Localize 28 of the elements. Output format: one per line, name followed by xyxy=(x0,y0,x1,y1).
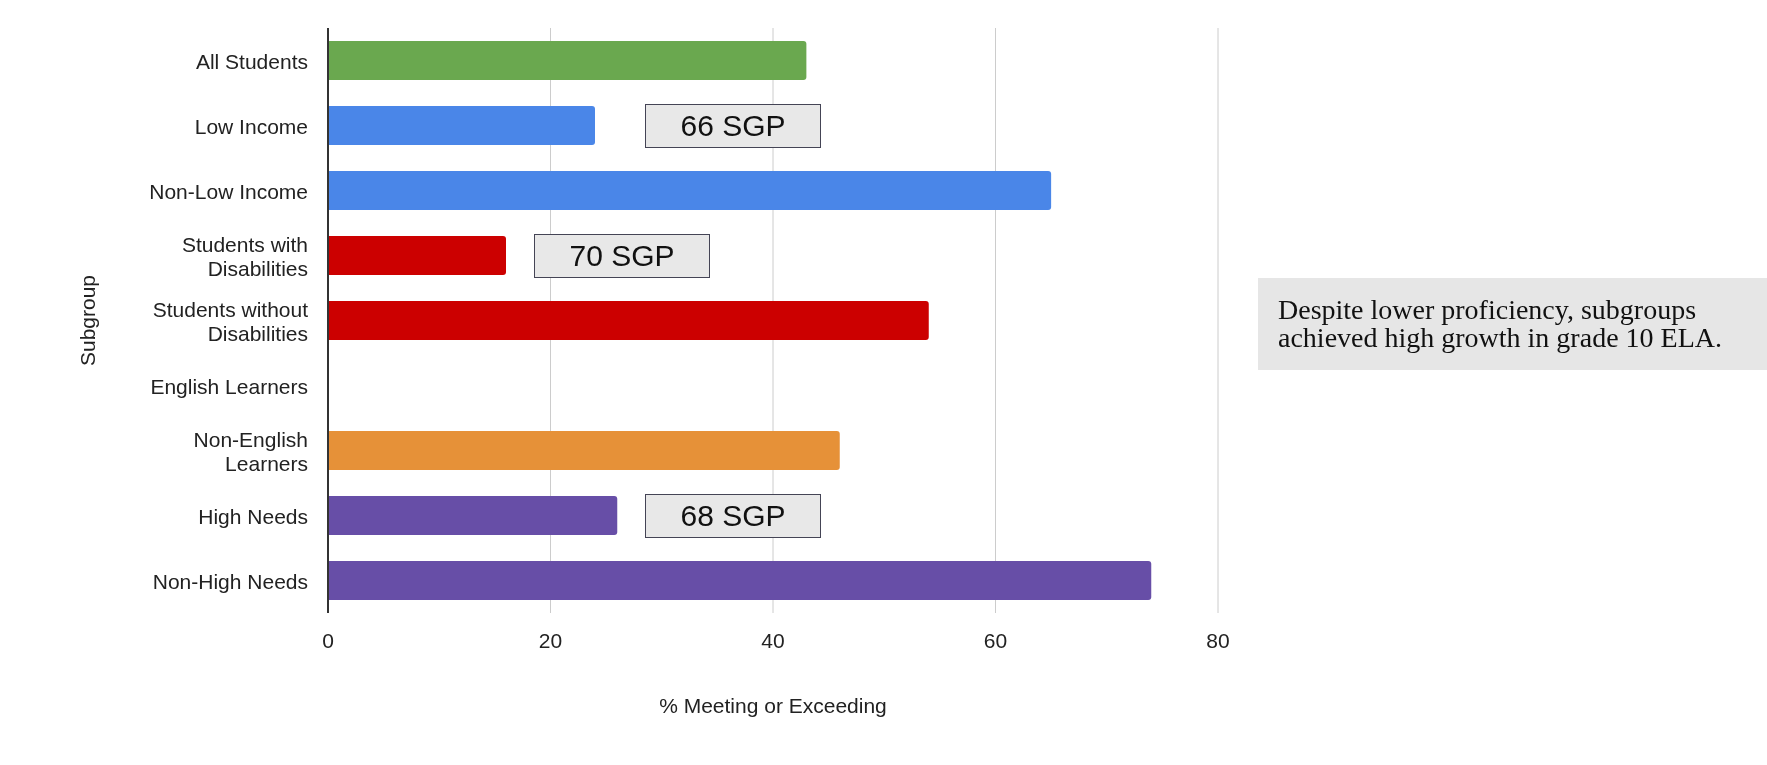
annotation: 66 SGP xyxy=(645,103,821,148)
y-tick-label: All Students xyxy=(195,49,308,72)
y-tick-label: Low Income xyxy=(194,114,308,137)
bar xyxy=(328,41,807,80)
x-tick-label: 80 xyxy=(1206,628,1230,652)
y-tick-label: Non-English Learners xyxy=(193,427,308,474)
y-tick-label: Students without Disabilities xyxy=(152,297,309,344)
bar xyxy=(328,561,1152,600)
x-tick-label: 60 xyxy=(983,628,1008,652)
x-axis-title: % Meeting or Exceeding xyxy=(659,694,887,717)
text: Despite lower proficiency, subgroups achieved high growth in grade 10 ELA. xyxy=(1258,278,1767,370)
y-tick-label: High Needs xyxy=(198,504,308,527)
bar xyxy=(328,431,840,470)
y-axis-title: Subgroup xyxy=(76,274,100,367)
x-tick-label: 20 xyxy=(538,628,563,652)
y-tick-label: Non-High Needs xyxy=(152,569,308,592)
y-tick-label: Students with Disabilities xyxy=(181,232,308,279)
bar xyxy=(328,301,929,340)
bar xyxy=(328,106,595,145)
annotation: 70 SGP xyxy=(534,233,710,278)
x-tick-label: 40 xyxy=(761,628,785,652)
bar xyxy=(328,236,506,275)
y-tick-label: English Learners xyxy=(150,374,308,397)
bar xyxy=(328,171,1052,210)
bar xyxy=(328,496,618,535)
y-tick-label: Non-Low Income xyxy=(149,179,308,202)
annotation: 68 SGP xyxy=(645,493,821,538)
x-tick-label: 0 xyxy=(322,628,334,652)
